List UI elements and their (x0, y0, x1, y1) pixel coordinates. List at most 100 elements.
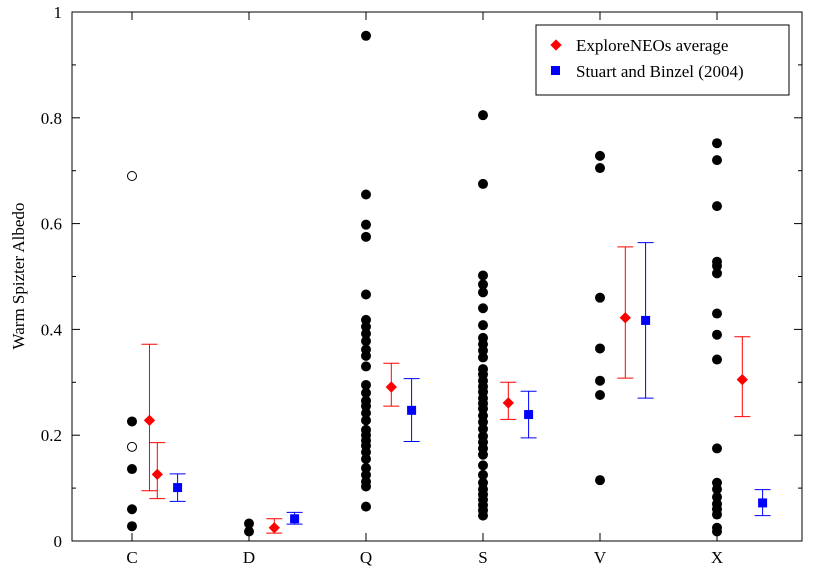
data-point (361, 189, 371, 200)
data-point (361, 379, 371, 390)
data-point (361, 454, 371, 465)
data-point (712, 329, 722, 340)
open-data-point (127, 441, 137, 452)
explore-average-marker (502, 397, 514, 409)
stuart-binzel-marker (641, 315, 651, 325)
data-point (712, 201, 722, 212)
data-point (361, 401, 371, 412)
data-point (478, 287, 488, 298)
data-point (712, 260, 722, 271)
data-point (595, 343, 605, 354)
data-point (127, 504, 137, 515)
data-point (712, 492, 722, 503)
stuart-binzel-marker (173, 483, 183, 493)
data-point (712, 526, 722, 537)
x-tick-label: S (478, 548, 487, 567)
data-point (361, 231, 371, 242)
data-point (595, 150, 605, 161)
legend-label-stuart: Stuart and Binzel (2004) (576, 62, 744, 81)
data-point (595, 375, 605, 386)
explore-average-marker (619, 312, 631, 324)
legend-marker-stuart (551, 66, 560, 75)
data-point (478, 460, 488, 471)
data-point (478, 320, 488, 331)
data-point (478, 352, 488, 363)
explore-average-marker (268, 522, 280, 534)
data-point (478, 110, 488, 121)
explore-average-marker (143, 414, 156, 427)
data-point (361, 314, 371, 325)
legend-box (535, 24, 790, 96)
explore-average-marker (151, 468, 163, 481)
data-point (244, 518, 254, 529)
data-point (361, 336, 371, 347)
data-point (712, 484, 722, 495)
stuart-binzel-marker (290, 514, 300, 524)
data-point (361, 328, 371, 339)
stuart-binzel-marker (407, 405, 417, 415)
x-tick-label: V (594, 548, 607, 567)
data-point (361, 469, 371, 480)
x-tick-label: X (711, 548, 723, 567)
x-tick-label: Q (360, 548, 372, 567)
explore-average-marker (736, 373, 748, 386)
data-point (361, 350, 371, 361)
data-point (361, 447, 371, 458)
explore-average-marker (385, 381, 397, 393)
legend-label-explore: ExploreNEOs average (576, 36, 728, 55)
data-point (361, 321, 371, 332)
y-tick-label: 0.2 (41, 426, 62, 445)
x-tick-label: C (126, 548, 137, 567)
y-tick-label: 0.4 (41, 320, 63, 339)
data-point (361, 462, 371, 473)
data-point (712, 155, 722, 166)
y-tick-label: 1 (54, 3, 63, 22)
data-point (595, 389, 605, 400)
data-point (478, 510, 488, 521)
y-tick-label: 0.6 (41, 215, 62, 234)
legend-marker-explore (550, 39, 562, 51)
data-point (595, 163, 605, 174)
stuart-binzel-marker (524, 410, 534, 420)
data-point (244, 526, 254, 537)
legend: ExploreNEOs average Stuart and Binzel (2… (535, 24, 790, 96)
data-point (478, 345, 488, 356)
data-point (478, 303, 488, 314)
data-point (712, 509, 722, 520)
data-point (478, 403, 488, 414)
data-point (478, 178, 488, 189)
data-point (478, 279, 488, 290)
y-axis-title: Warm Spizter Albedo (9, 203, 28, 350)
data-point (478, 449, 488, 460)
data-point (361, 289, 371, 300)
data-point (595, 475, 605, 486)
data-point (712, 443, 722, 454)
stuart-binzel-marker (758, 498, 768, 508)
data-point (712, 308, 722, 319)
axis-ticks: 0 0.2 0.4 0.6 0.8 1 C D Q S V X (41, 3, 802, 567)
data-point (361, 387, 371, 398)
data-point (361, 407, 371, 418)
open-data-point (127, 170, 137, 181)
data-point (127, 464, 137, 475)
data-point (361, 481, 371, 492)
x-tick-label: D (243, 548, 255, 567)
data-point (595, 292, 605, 303)
data-point (361, 30, 371, 41)
data-point (478, 423, 488, 434)
data-point (478, 270, 488, 281)
data-point (712, 138, 722, 149)
data-point (712, 268, 722, 279)
data-point (712, 354, 722, 365)
data-point (361, 415, 371, 426)
data-marks (127, 30, 771, 537)
data-point (478, 416, 488, 427)
data-point (361, 219, 371, 230)
data-point (127, 521, 137, 532)
data-point (127, 416, 137, 427)
y-tick-label: 0 (54, 532, 63, 551)
data-point (478, 469, 488, 480)
data-point (361, 361, 371, 372)
y-tick-label: 0.8 (41, 109, 62, 128)
